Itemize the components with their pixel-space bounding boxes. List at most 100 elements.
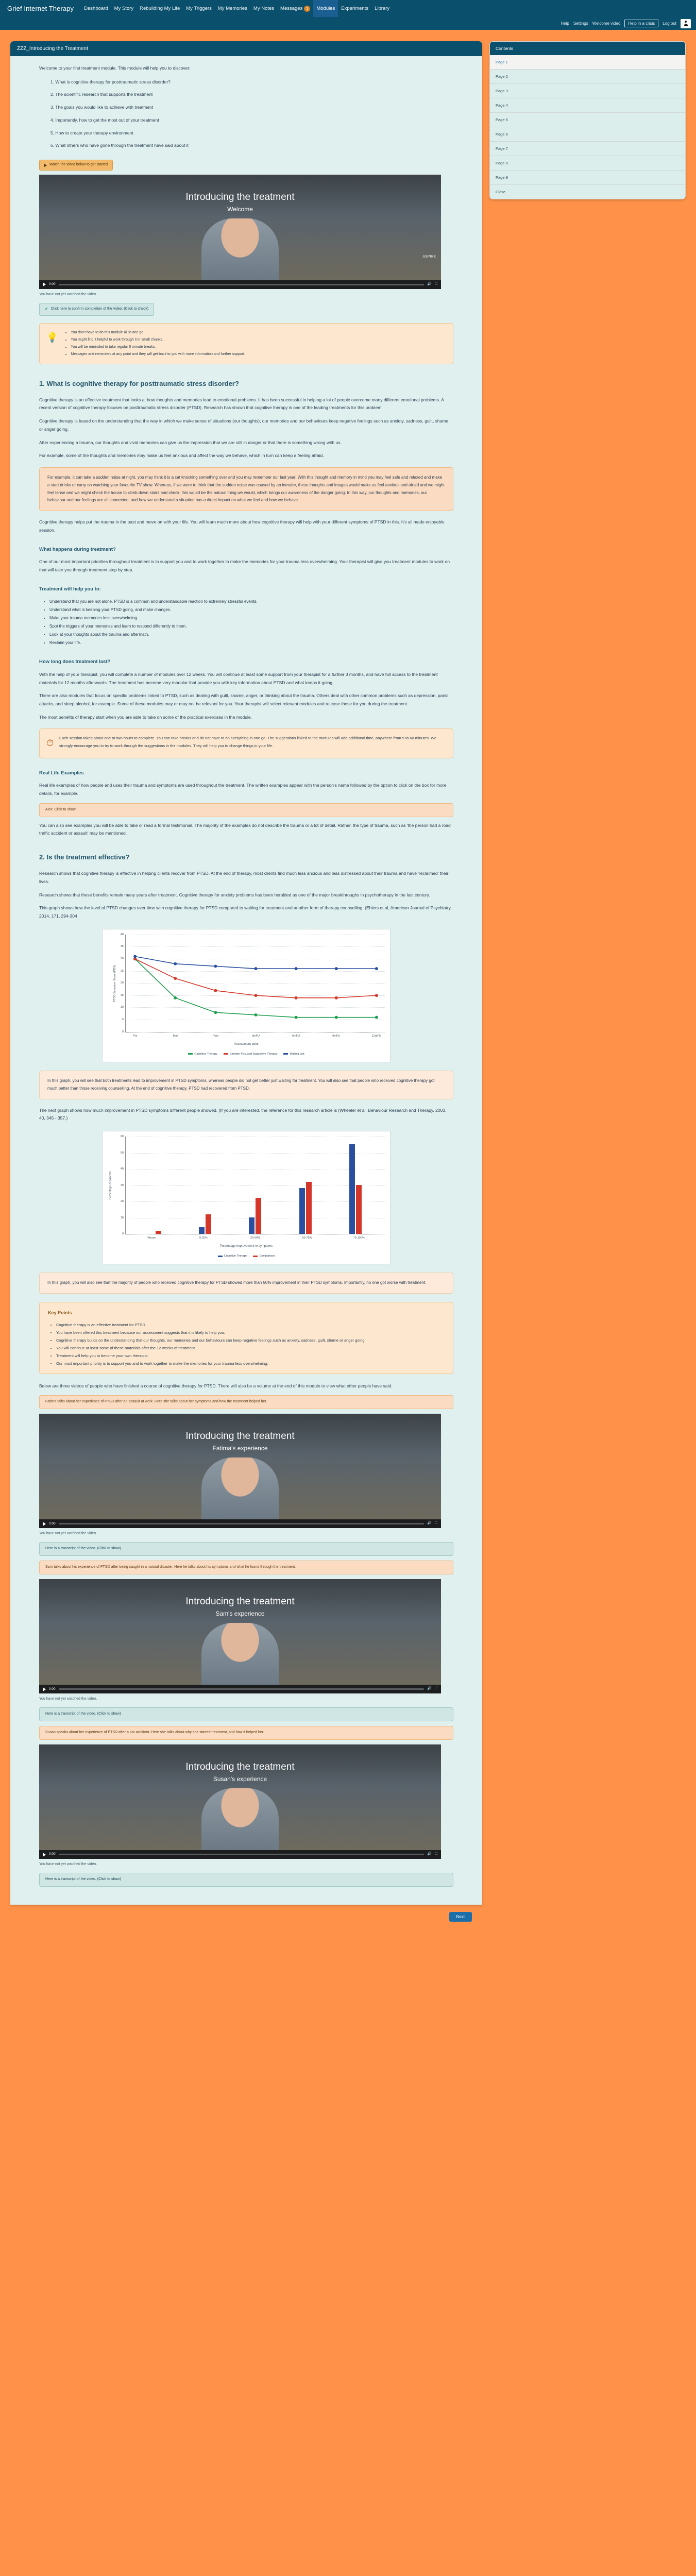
key-point-1: Cognitive therapy is an effective treatm… (56, 1321, 445, 1329)
check-icon: ✔ (45, 306, 48, 311)
nav-experiments[interactable]: Experiments (341, 6, 369, 11)
video-progress-track[interactable] (58, 1688, 425, 1690)
objective-6: 6. What others who have gone through the… (50, 143, 189, 148)
bar-chart-y-label: Percentage of patients (109, 1171, 112, 1200)
figure-line-chart: PTSD Symptom Score (PDS) 0 5 10 15 20 25 30 35 4… (102, 928, 391, 1062)
susan-video-player[interactable]: Introducing the treatment Susan's experi… (39, 1744, 441, 1859)
intro-video-player[interactable]: Introducing the treatment Welcome ASPIRE… (39, 174, 441, 289)
video-controls[interactable]: 0:00 🔊 ⛶ (39, 1850, 441, 1859)
legend-entry: Emotion-Focused Supportive Therapy (223, 1052, 277, 1057)
contents-item-7[interactable]: Page 7 (490, 142, 685, 156)
how-long-p2: There are also modules that focus on spe… (39, 693, 449, 706)
subnav-help[interactable]: Help (561, 21, 569, 26)
nav-messages[interactable]: Messages 1 (277, 0, 313, 17)
subnav-settings[interactable]: Settings (573, 21, 588, 26)
video-play-icon[interactable] (43, 1687, 46, 1691)
nav-my-story[interactable]: My Story (114, 6, 134, 11)
video-watch-status: You have not yet watched the video. (39, 292, 97, 296)
video-progress-track[interactable] (58, 1523, 425, 1525)
help-item-4: Spot the triggers of your memories and l… (49, 622, 453, 631)
contents-item-6[interactable]: Page 6 (490, 127, 685, 142)
video-subtitle: Susan's experience (213, 1775, 267, 1783)
module-card: ZZZ_Introducing the Treatment Welcome to… (10, 41, 482, 1905)
subnav-welcome-video[interactable]: Welcome video (592, 21, 621, 26)
contents-item-3[interactable]: Page 3 (490, 84, 685, 98)
video-current-time: 0:00 (49, 1687, 56, 1691)
video-controls[interactable]: 0:00 🔊 ⛶ (39, 1685, 441, 1694)
tip-4: Messages and reminders at any point and … (71, 351, 245, 358)
video-title: Introducing the treatment (185, 1761, 295, 1772)
bar (199, 1227, 205, 1234)
volume-icon[interactable]: 🔊 (427, 1687, 432, 1691)
fullscreen-icon[interactable]: ⛶ (435, 1852, 437, 1856)
susan-transcript-toggle[interactable]: Here is a transcript of the video. (Clic… (39, 1872, 453, 1887)
tip-3: You will be reminded to take regular 5 m… (71, 344, 245, 351)
sam-video-player[interactable]: Introducing the treatment Sam's experien… (39, 1579, 441, 1694)
video-controls[interactable]: 0:00 🔊 ⛶ (39, 1519, 441, 1529)
confirm-video-label: Click here to confirm completion of the … (50, 307, 149, 311)
volume-icon[interactable]: 🔊 (427, 282, 432, 286)
contents-item-4[interactable]: Page 4 (490, 98, 685, 113)
objective-4: 4. Importantly, how to get the most out … (50, 117, 159, 123)
contents-item-10[interactable]: Close (490, 185, 685, 199)
fullscreen-icon[interactable]: ⛶ (435, 1521, 437, 1526)
x-tick: 12mFU (371, 1034, 381, 1038)
y-tick: 20 (120, 1199, 124, 1203)
nav-my-notes[interactable]: My Notes (253, 6, 275, 11)
video-current-time: 0:00 (49, 1521, 56, 1526)
volume-icon[interactable]: 🔊 (427, 1852, 432, 1856)
contents-item-8[interactable]: Page 8 (490, 156, 685, 171)
messages-count-badge: 1 (304, 5, 311, 12)
susan-video-status: You have not yet watched the video. (39, 1862, 97, 1866)
video-play-icon[interactable] (43, 1852, 46, 1857)
next-button[interactable]: Next (449, 1911, 472, 1922)
contents-item-5[interactable]: Page 5 (490, 113, 685, 127)
x-tick: 6mFU (292, 1034, 300, 1038)
alex-example-label: Alex: Click to show (45, 807, 76, 811)
bar (155, 1230, 161, 1234)
fullscreen-icon[interactable]: ⛶ (435, 1687, 437, 1691)
video-controls[interactable]: 0:00 🔊 ⛶ (39, 280, 441, 289)
nav-dashboard[interactable]: Dashboard (84, 6, 108, 11)
contents-item-1[interactable]: Page 1 (490, 55, 685, 70)
legend-label: Comparison (259, 1255, 275, 1258)
watch-video-button[interactable]: Watch the video below to get started (39, 160, 113, 171)
video-person-figure (201, 1623, 279, 1685)
key-point-3: Cognitive therapy builds on the understa… (56, 1336, 445, 1344)
contents-item-2[interactable]: Page 2 (490, 70, 685, 84)
volume-icon[interactable]: 🔊 (427, 1521, 432, 1526)
testimonials-intro: Below are three videos of people who hav… (39, 1383, 393, 1388)
fatima-video-player[interactable]: Introducing the treatment Fatima's exper… (39, 1414, 441, 1529)
line-chart: PTSD Symptom Score (PDS) 0 5 10 15 20 25 30 35 4… (108, 933, 385, 1038)
sam-video-status: You have not yet watched the video. (39, 1697, 97, 1701)
fullscreen-icon[interactable]: ⛶ (435, 282, 437, 286)
contents-item-9[interactable]: Page 9 (490, 171, 685, 185)
confirm-video-button[interactable]: ✔ Click here to confirm completion of th… (39, 302, 155, 316)
nav-my-triggers[interactable]: My Triggers (186, 6, 212, 11)
video-play-icon[interactable] (43, 1521, 46, 1526)
y-tick: 0 (122, 1030, 124, 1033)
x-tick: 0-25% (199, 1236, 208, 1240)
fatima-transcript-toggle[interactable]: Here is a transcript of the video. (Clic… (39, 1542, 453, 1556)
alex-example-toggle[interactable]: Alex: Click to show (39, 803, 453, 817)
video-current-time: 0:00 (49, 1852, 56, 1856)
play-icon (44, 163, 47, 167)
video-stage: Introducing the treatment Susan's experi… (39, 1744, 441, 1850)
help-item-2: Understand what is keeping your PTSD goi… (49, 606, 453, 614)
nav-my-memories[interactable]: My Memories (217, 6, 247, 11)
video-progress-track[interactable] (58, 283, 425, 285)
help-in-a-crisis-button[interactable]: Help in a crisis (624, 20, 659, 27)
logout-link[interactable]: Log out (663, 21, 676, 26)
nav-library[interactable]: Library (375, 6, 390, 11)
nav-modules[interactable]: Modules (313, 0, 338, 17)
nav-rebuilding-my-life[interactable]: Rebuilding My Life (140, 6, 180, 11)
video-progress-track[interactable] (58, 1854, 425, 1855)
help-item-1: Understand that you are not alone. PTSD … (49, 598, 453, 606)
sam-transcript-toggle[interactable]: Here is a transcript of the video. (Clic… (39, 1707, 453, 1722)
avatar[interactable] (681, 19, 691, 28)
section-1-p3: After experiencing a trauma, our thought… (39, 439, 342, 445)
video-play-icon[interactable] (43, 282, 46, 287)
module-title: ZZZ_Introducing the Treatment (10, 41, 482, 56)
section-2-p1: Research shows that cognitive therapy is… (39, 871, 449, 884)
